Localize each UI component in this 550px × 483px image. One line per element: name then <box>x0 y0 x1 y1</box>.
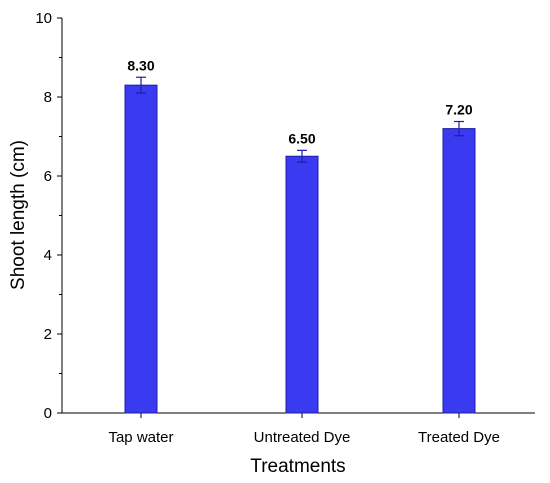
data-label: 7.20 <box>445 101 472 117</box>
y-tick-label: 10 <box>35 10 52 27</box>
y-tick-label: 0 <box>44 405 52 422</box>
bar <box>442 128 476 414</box>
bar <box>285 155 319 414</box>
bar <box>124 84 158 414</box>
x-tick-label: Tap water <box>108 429 173 446</box>
y-tick-label: 4 <box>44 247 52 264</box>
x-axis-label: Treatments <box>250 456 345 477</box>
y-axis-label: Shoot length (cm) <box>8 140 29 290</box>
x-tick-label: Treated Dye <box>418 429 500 446</box>
y-tick-label: 6 <box>44 168 52 185</box>
y-tick-label: 8 <box>44 89 52 106</box>
data-label: 8.30 <box>127 57 154 73</box>
y-tick-label: 2 <box>44 326 52 343</box>
data-label: 6.50 <box>288 130 315 146</box>
x-tick-label: Untreated Dye <box>254 429 351 446</box>
plot-area: 0 2 4 6 8 10 Tap water Untreated Dye Treated Dye… <box>35 10 535 446</box>
